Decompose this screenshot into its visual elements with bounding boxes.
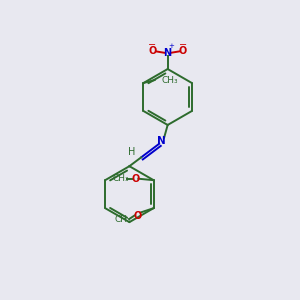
Text: O: O	[131, 174, 140, 184]
Text: CH₃: CH₃	[114, 215, 131, 224]
Text: O: O	[178, 46, 187, 56]
Text: N: N	[158, 136, 166, 146]
Text: CH₃: CH₃	[112, 174, 129, 183]
Text: H: H	[128, 147, 135, 157]
Text: CH₃: CH₃	[161, 76, 178, 85]
Text: O: O	[149, 46, 157, 56]
Text: −: −	[179, 40, 187, 50]
Text: O: O	[133, 211, 142, 220]
Text: N: N	[164, 48, 172, 58]
Text: −: −	[148, 40, 156, 50]
Text: +: +	[168, 44, 174, 50]
